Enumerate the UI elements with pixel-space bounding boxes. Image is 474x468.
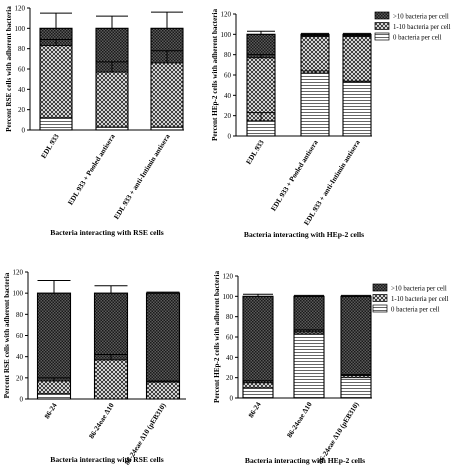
legend-label: 1-10 bacteria per cell (391, 296, 449, 303)
y-tick-label: 80 (18, 45, 26, 53)
category-label: 86-24 (247, 400, 263, 419)
category-label: EDL 933 + Pooled antisera (269, 138, 319, 212)
y-tick-label: 0 (230, 395, 234, 403)
bar-segment (342, 35, 372, 83)
category-label: EDL 933 + anti-Intimin antisera (113, 132, 172, 220)
legend: >10 bacteria per cell 1-10 bacteria per c… (374, 11, 451, 42)
y-tick-label: 20 (224, 112, 232, 120)
bar-segment (300, 72, 330, 137)
y-tick-label: 100 (15, 25, 26, 33)
bar-segment (293, 295, 325, 333)
bar-segment (246, 57, 276, 122)
y-tick-label: 60 (226, 334, 234, 342)
x-axis-label: Bacteria interacting with HEp-2 cells (244, 230, 364, 239)
y-tick-label: 60 (224, 72, 232, 80)
y-tick-label: 100 (13, 290, 24, 298)
x-axis-label: Bacteria interacting with RSE cells (50, 455, 164, 464)
bar-segment (95, 71, 129, 128)
y-axis-label: Percent HEp-2 cells with adherent bacter… (213, 271, 221, 403)
legend-label: 0 bacteria per cell (393, 35, 442, 42)
bar-segment (150, 62, 184, 128)
y-tick-label: 80 (224, 51, 232, 59)
bar-segment (37, 380, 71, 395)
y-tick-label: 120 (15, 5, 26, 13)
legend-label: >10 bacteria per cell (393, 14, 449, 21)
y-tick-label: 20 (16, 374, 24, 382)
legend-swatch (374, 11, 390, 20)
bar-segment (37, 393, 71, 400)
y-tick-label: 60 (18, 66, 26, 74)
category-label: 86-24 (43, 401, 59, 420)
y-tick-label: 20 (226, 374, 234, 382)
bar-segment (146, 292, 180, 383)
bar-segment (94, 359, 128, 400)
legend-label: 1-10 bacteria per cell (393, 24, 451, 31)
bar-segment (246, 120, 276, 137)
legend: >10 bacteria per cell 1-10 bacteria per c… (372, 283, 449, 314)
category-label: EDL 933 + Pooled antisera (66, 132, 116, 206)
legend-swatch (372, 283, 388, 292)
y-tick-label: 60 (16, 332, 24, 340)
bar-segment (293, 333, 325, 399)
legend-swatch (374, 32, 390, 41)
y-tick-label: 20 (18, 106, 26, 114)
bar-segment (94, 292, 128, 361)
y-tick-label: 40 (16, 353, 24, 361)
bar-segment (242, 387, 274, 399)
bar-segment (146, 381, 180, 400)
y-tick-label: 120 (13, 269, 24, 277)
y-axis-label: Percent RSE cells with adherent bacteria (5, 6, 13, 132)
y-tick-label: 40 (18, 86, 26, 94)
y-tick-label: 120 (221, 11, 232, 19)
x-axis-label: Bacteria interacting with HEp-2 cells (245, 456, 365, 465)
y-tick-label: 40 (224, 92, 232, 100)
y-tick-label: 40 (226, 354, 234, 362)
bar-segment (340, 295, 372, 377)
y-tick-label: 80 (16, 311, 24, 319)
y-tick-label: 0 (22, 127, 26, 135)
y-axis-label: Percent HEp-2 cells with adherent bacter… (211, 9, 219, 141)
y-tick-label: 0 (20, 396, 24, 404)
legend-swatch (372, 294, 388, 302)
y-tick-label: 120 (223, 273, 234, 281)
bar-segment (39, 117, 73, 131)
bar-segment (300, 35, 330, 74)
y-tick-label: 80 (226, 313, 234, 321)
y-axis-label: Percent RSE cells with adherent bacteria (3, 272, 11, 398)
bar-segment (242, 382, 274, 389)
y-tick-label: 0 (228, 133, 232, 141)
legend-label: 0 bacteria per cell (391, 307, 440, 314)
bar-segment (39, 45, 73, 119)
bar-segment (242, 295, 274, 384)
category-label: EDL 933 (245, 138, 266, 165)
y-tick-label: 100 (223, 293, 234, 301)
legend-label: >10 bacteria per cell (391, 286, 447, 293)
category-label: EDL 933 (40, 132, 61, 159)
x-axis-label: Bacteria interacting with RSE cells (50, 228, 164, 237)
category-label: 86-24eae Δ10 (286, 400, 314, 439)
category-label: 86-24eae Δ10 (88, 401, 116, 440)
bar-segment (37, 292, 71, 382)
bar-segment (342, 81, 372, 137)
y-tick-label: 100 (221, 31, 232, 39)
legend-swatch (374, 22, 390, 30)
legend-swatch (372, 304, 388, 313)
bar-segment (340, 377, 372, 399)
